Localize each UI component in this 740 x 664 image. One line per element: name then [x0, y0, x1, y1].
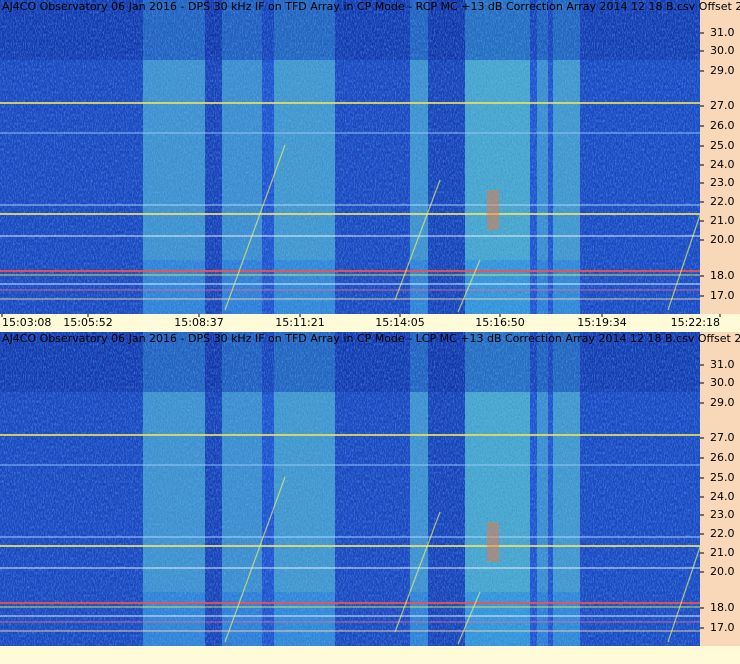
- burst-hotspot: [487, 190, 499, 230]
- frequency-label: 22.0: [710, 527, 735, 540]
- noise-texture-dark: [0, 0, 700, 314]
- burst-hotspot: [487, 522, 499, 562]
- time-label: 15:05:52: [63, 316, 112, 329]
- sweep-streak: [667, 546, 701, 643]
- time-axis: [0, 314, 740, 332]
- spectrogram-panel: 31.0 30.0 29.0 27.0 26.0 25.0 24.0 23.0 22.0 21.0…: [0, 0, 740, 332]
- time-label: 15:22:18: [671, 316, 720, 329]
- frequency-label: 27.0: [710, 431, 735, 444]
- frequency-label: 31.0: [710, 26, 735, 39]
- frequency-label: 18.0: [710, 601, 735, 614]
- time-label: 15:16:50: [475, 316, 524, 329]
- frequency-axis: [700, 0, 740, 314]
- frequency-label: 31.0: [710, 358, 735, 371]
- sweep-streak: [394, 511, 441, 633]
- frequency-label: 23.0: [710, 176, 735, 189]
- frequency-label: 25.0: [710, 139, 735, 152]
- frequency-label: 29.0: [710, 64, 735, 77]
- sweep-streak: [457, 259, 481, 313]
- sweep-streak: [394, 179, 441, 301]
- frequency-label: 24.0: [710, 490, 735, 503]
- time-label: 15:11:21: [275, 316, 324, 329]
- spectrogram-panel: 31.0 30.0 29.0 27.0 26.0 25.0 24.0 23.0 22.0 21.0…: [0, 332, 740, 646]
- frequency-label: 24.0: [710, 158, 735, 171]
- frequency-label: 26.0: [710, 451, 735, 464]
- frequency-label: 18.0: [710, 269, 735, 282]
- frequency-label: 23.0: [710, 508, 735, 521]
- frequency-label: 20.0: [710, 565, 735, 578]
- frequency-label: 30.0: [710, 44, 735, 57]
- sweep-streak: [224, 476, 286, 643]
- sweep-streak: [667, 214, 701, 311]
- frequency-label: 29.0: [710, 396, 735, 409]
- frequency-label: 22.0: [710, 195, 735, 208]
- frequency-label: 26.0: [710, 119, 735, 132]
- panel-title: AJ4CO Observatory 06 Jan 2016 - DPS 30 k…: [2, 332, 740, 345]
- sweep-streak: [224, 144, 286, 311]
- noise-texture-dark: [0, 332, 700, 646]
- time-label: 15:14:05: [375, 316, 424, 329]
- time-label: 15:19:34: [577, 316, 626, 329]
- frequency-label: 21.0: [710, 214, 735, 227]
- sweep-streak: [457, 591, 481, 645]
- frequency-label: 25.0: [710, 471, 735, 484]
- frequency-label: 30.0: [710, 376, 735, 389]
- frequency-label: 27.0: [710, 99, 735, 112]
- frequency-label: 17.0: [710, 621, 735, 634]
- frequency-label: 21.0: [710, 546, 735, 559]
- time-label: 15:03:08: [2, 316, 51, 329]
- frequency-label: 20.0: [710, 233, 735, 246]
- frequency-label: 17.0: [710, 289, 735, 302]
- time-label: 15:08:37: [174, 316, 223, 329]
- panel-title: AJ4CO Observatory 06 Jan 2016 - DPS 30 k…: [2, 0, 740, 13]
- frequency-axis: [700, 332, 740, 646]
